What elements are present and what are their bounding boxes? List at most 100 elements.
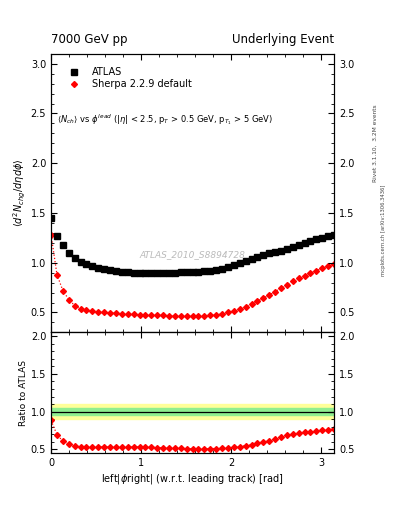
ATLAS xyxy=(208,268,213,274)
Sherpa 2.2.9 default xyxy=(61,288,65,294)
X-axis label: left|$\phi$right| (w.r.t. leading track) [rad]: left|$\phi$right| (w.r.t. leading track)… xyxy=(101,472,284,486)
ATLAS xyxy=(285,246,289,252)
ATLAS xyxy=(143,270,148,276)
ATLAS xyxy=(119,269,124,275)
ATLAS xyxy=(332,232,336,238)
Text: ATLAS_2010_S8894728: ATLAS_2010_S8894728 xyxy=(140,250,246,259)
Sherpa 2.2.9 default xyxy=(84,307,89,313)
Text: mcplots.cern.ch [arXiv:1306.3436]: mcplots.cern.ch [arXiv:1306.3436] xyxy=(381,185,386,276)
Sherpa 2.2.9 default xyxy=(102,309,107,315)
Sherpa 2.2.9 default xyxy=(143,312,148,318)
Sherpa 2.2.9 default xyxy=(249,301,254,307)
ATLAS xyxy=(261,252,266,258)
Sherpa 2.2.9 default xyxy=(279,285,283,291)
Sherpa 2.2.9 default xyxy=(314,268,319,274)
ATLAS xyxy=(49,215,53,221)
Sherpa 2.2.9 default xyxy=(72,303,77,309)
ATLAS xyxy=(173,270,177,276)
ATLAS xyxy=(220,266,224,272)
Sherpa 2.2.9 default xyxy=(49,232,53,238)
Bar xyxy=(51,408,334,415)
Sherpa 2.2.9 default xyxy=(214,312,219,318)
ATLAS xyxy=(279,248,283,254)
Sherpa 2.2.9 default xyxy=(208,312,213,318)
ATLAS xyxy=(167,270,171,276)
Sherpa 2.2.9 default xyxy=(285,282,289,288)
Sherpa 2.2.9 default xyxy=(66,296,71,303)
ATLAS xyxy=(131,270,136,276)
Sherpa 2.2.9 default xyxy=(96,309,101,315)
Text: 7000 GeV pp: 7000 GeV pp xyxy=(51,33,128,46)
Sherpa 2.2.9 default xyxy=(196,313,201,319)
ATLAS xyxy=(161,270,165,276)
ATLAS xyxy=(102,266,107,272)
Y-axis label: $\langle d^2 N_{chg}/d\eta d\phi \rangle$: $\langle d^2 N_{chg}/d\eta d\phi \rangle… xyxy=(12,159,28,227)
Sherpa 2.2.9 default xyxy=(332,261,336,267)
ATLAS xyxy=(273,249,277,255)
Sherpa 2.2.9 default xyxy=(267,292,272,298)
ATLAS xyxy=(184,269,189,275)
ATLAS xyxy=(137,270,142,276)
ATLAS xyxy=(61,242,65,248)
Sherpa 2.2.9 default xyxy=(226,309,230,315)
Sherpa 2.2.9 default xyxy=(302,272,307,279)
ATLAS xyxy=(320,235,325,241)
ATLAS xyxy=(326,233,331,239)
ATLAS xyxy=(237,260,242,266)
ATLAS xyxy=(84,261,89,267)
Sherpa 2.2.9 default xyxy=(114,310,118,316)
ATLAS xyxy=(296,242,301,248)
Sherpa 2.2.9 default xyxy=(90,308,95,314)
Sherpa 2.2.9 default xyxy=(290,278,295,284)
Bar xyxy=(51,404,334,419)
ATLAS xyxy=(267,250,272,256)
ATLAS xyxy=(78,259,83,265)
ATLAS xyxy=(231,262,236,268)
Sherpa 2.2.9 default xyxy=(243,304,248,310)
Sherpa 2.2.9 default xyxy=(255,298,260,304)
Sherpa 2.2.9 default xyxy=(296,275,301,281)
Sherpa 2.2.9 default xyxy=(78,306,83,312)
Sherpa 2.2.9 default xyxy=(161,312,165,318)
Sherpa 2.2.9 default xyxy=(273,289,277,295)
ATLAS xyxy=(178,269,183,275)
ATLAS xyxy=(226,264,230,270)
Legend: ATLAS, Sherpa 2.2.9 default: ATLAS, Sherpa 2.2.9 default xyxy=(61,63,195,93)
ATLAS xyxy=(249,255,254,262)
Sherpa 2.2.9 default xyxy=(202,313,207,319)
Sherpa 2.2.9 default xyxy=(173,313,177,319)
Sherpa 2.2.9 default xyxy=(261,295,266,301)
ATLAS xyxy=(55,233,59,239)
Text: Underlying Event: Underlying Event xyxy=(232,33,334,46)
ATLAS xyxy=(202,268,207,274)
ATLAS xyxy=(66,250,71,256)
Sherpa 2.2.9 default xyxy=(167,313,171,319)
Line: Sherpa 2.2.9 default: Sherpa 2.2.9 default xyxy=(49,233,336,318)
Sherpa 2.2.9 default xyxy=(131,311,136,317)
ATLAS xyxy=(114,268,118,274)
ATLAS xyxy=(196,269,201,275)
Sherpa 2.2.9 default xyxy=(125,311,130,317)
Sherpa 2.2.9 default xyxy=(320,265,325,271)
Sherpa 2.2.9 default xyxy=(137,312,142,318)
Y-axis label: Ratio to ATLAS: Ratio to ATLAS xyxy=(19,360,28,426)
Line: ATLAS: ATLAS xyxy=(48,215,337,276)
Sherpa 2.2.9 default xyxy=(237,306,242,312)
ATLAS xyxy=(214,267,219,273)
Sherpa 2.2.9 default xyxy=(149,312,154,318)
ATLAS xyxy=(243,258,248,264)
Sherpa 2.2.9 default xyxy=(190,313,195,319)
Sherpa 2.2.9 default xyxy=(184,313,189,319)
ATLAS xyxy=(90,263,95,269)
Sherpa 2.2.9 default xyxy=(231,308,236,314)
ATLAS xyxy=(155,270,160,276)
ATLAS xyxy=(108,267,112,273)
Sherpa 2.2.9 default xyxy=(55,271,59,278)
Sherpa 2.2.9 default xyxy=(155,312,160,318)
Text: $\langle N_{ch} \rangle$ vs $\phi^{lead}$ (|$\eta$| < 2.5, p$_T$ > 0.5 GeV, p$_{: $\langle N_{ch} \rangle$ vs $\phi^{lead}… xyxy=(57,112,273,127)
ATLAS xyxy=(72,254,77,261)
ATLAS xyxy=(96,265,101,271)
Sherpa 2.2.9 default xyxy=(119,311,124,317)
Sherpa 2.2.9 default xyxy=(178,313,183,319)
Text: Rivet 3.1.10,  3.2M events: Rivet 3.1.10, 3.2M events xyxy=(373,104,378,182)
